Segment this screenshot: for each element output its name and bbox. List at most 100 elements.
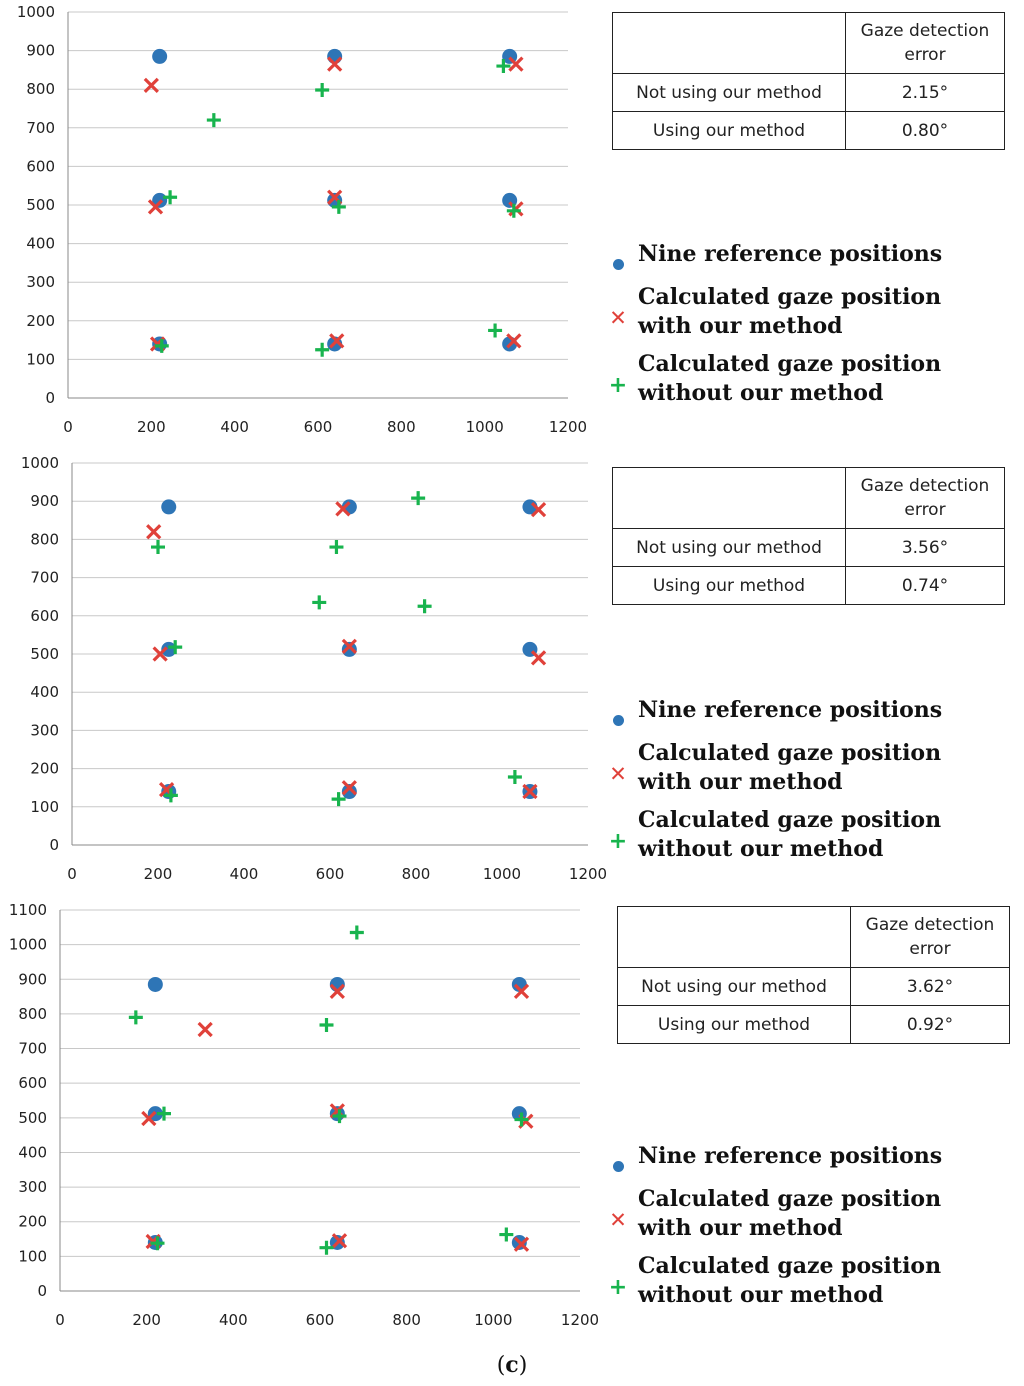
gaze-point-with-method [335,501,351,517]
legend-label: Nine reference positions [638,1143,943,1169]
y-tick-label: 900 [30,492,59,510]
figure-caption: (c) [496,1352,528,1378]
table-row: Not using our method 3.56° [612,528,1005,567]
gaze-point-with-method [197,1021,213,1038]
y-tick-label: 500 [30,645,59,663]
gaze-point-with-method [329,333,345,349]
legend-label: Calculated gaze position [638,807,942,833]
y-tick-label: 800 [18,1005,47,1023]
row-value: 2.15° [845,73,1005,112]
y-tick-label: 800 [26,80,55,98]
y-tick-label: 200 [18,1213,47,1231]
plus-marker-icon: + [608,373,628,398]
legend-label: Calculated gaze position [638,740,942,766]
y-tick-label: 0 [45,389,55,407]
y-tick-label: 200 [26,312,55,330]
gaze-point-without-method [488,323,503,338]
x-tick-label: 1000 [483,865,521,883]
legend-label: Nine reference positions [638,697,943,723]
gaze-point-without-method [206,113,221,128]
gaze-point-without-method [514,1112,529,1127]
circle-marker-icon [612,1161,624,1172]
reference-point [152,48,168,64]
gaze-point-without-method [150,1236,165,1251]
gaze-point-with-method [341,780,357,796]
y-tick-label: 1000 [17,3,55,21]
gaze-point-without-method [154,338,169,353]
row-value: 3.56° [845,528,1005,567]
legend-label: Calculated gaze position [638,1253,942,1279]
scatter-plot-1: 0 100 200 300 400 500 600 700 800 900 1000 0 200 400 6… [17,3,587,436]
gaze-point-without-method [315,82,330,97]
y-tick-label: 400 [30,683,59,701]
x-tick-label: 600 [316,865,345,883]
y-tick-label: 300 [26,273,55,291]
row-label: Using our method [612,566,846,605]
gaze-point-with-method [508,201,524,217]
gaze-point-with-method [327,56,343,72]
x-tick-label: 800 [392,1311,421,1329]
error-table-2: Gaze detection error Not using our metho… [612,467,1005,605]
table-row: Using our method 0.92° [617,1005,1010,1044]
y-tick-label: 800 [30,530,59,548]
legend-label: with our method [638,313,843,339]
x-tick-label: 400 [230,865,259,883]
table-header: Gaze detection error [850,906,1010,968]
y-tick-label: 100 [30,798,59,816]
gaze-point-without-method [163,190,178,205]
error-table-1: Gaze detection error Not using our metho… [612,12,1005,150]
gaze-point-without-method [315,342,330,357]
row-label: Using our method [617,1005,851,1044]
y-tick-label: 400 [26,235,55,253]
y-tick-label: 1000 [9,936,47,954]
gaze-point-with-method [146,524,162,540]
gaze-point-without-method [499,1227,514,1242]
x-tick-label: 200 [137,418,166,436]
chart-panel-2: 0 100 200 300 400 500 600 700 800 900 1000 0 200 400 6… [0,450,1024,900]
y-tick-label: 600 [26,157,55,175]
x-tick-label: 600 [306,1311,335,1329]
gaze-point-with-method [530,650,547,666]
gaze-point-without-method [128,1010,143,1025]
x-tick-label: 400 [220,418,249,436]
x-tick-label: 1200 [549,418,587,436]
gaze-point-with-method [152,646,168,662]
y-tick-label: 900 [18,970,47,988]
table-row: Not using our method 2.15° [612,73,1005,112]
gaze-point-with-method [329,983,345,1000]
table-row: Using our method 0.80° [612,111,1005,150]
table-header-blank [617,906,851,968]
y-tick-label: 700 [30,569,59,587]
x-tick-label: 0 [67,865,77,883]
x-tick-label: 0 [63,418,73,436]
reference-point [341,784,357,800]
gaze-point-without-method [319,1017,334,1032]
y-tick-label: 400 [18,1143,47,1161]
gaze-point-with-method [331,1233,348,1249]
x-tick-label: 0 [55,1311,65,1329]
table-header-blank [612,12,846,74]
x-tick-label: 1200 [569,865,607,883]
y-tick-label: 1100 [9,901,47,919]
y-tick-label: 500 [18,1109,47,1127]
gaze-point-without-method [319,1240,334,1255]
reference-point [161,499,177,515]
y-tick-label: 1000 [21,454,59,472]
gaze-point-without-method [417,599,432,614]
chart-panel-1: 0 100 200 300 400 500 600 700 800 900 1000 0 200 400 6… [0,0,1024,450]
table-row: Not using our method 3.62° [617,967,1010,1006]
y-tick-label: 500 [26,196,55,214]
table-header: Gaze detection error [845,467,1005,529]
y-tick-label: 300 [18,1178,47,1196]
gaze-point-without-method [151,540,165,555]
reference-point [327,48,343,64]
gaze-point-with-method [513,983,530,1000]
gaze-point-without-method [331,199,346,214]
y-tick-label: 100 [18,1247,47,1265]
x-marker-icon: ✕ [609,762,627,786]
gaze-point-without-method [329,540,344,555]
gaze-point-with-method [522,783,538,800]
reference-point [341,641,357,657]
x-tick-label: 1200 [561,1311,599,1329]
row-label: Not using our method [612,73,846,112]
